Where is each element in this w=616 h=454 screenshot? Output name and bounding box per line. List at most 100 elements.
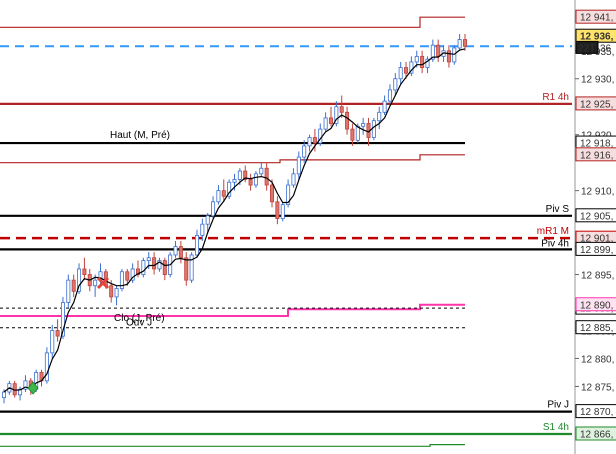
candle-body-15 [82, 268, 87, 275]
candle-body-41 [221, 190, 226, 197]
tick-label-8: 12 875, [581, 382, 614, 393]
candle-body-83 [446, 50, 451, 63]
level-price-badge-6-bg [575, 320, 616, 335]
band-price-badge-2-bg [575, 297, 616, 312]
level-price-badge-2-text: 12 905, [580, 211, 613, 222]
candle-body-44 [237, 170, 242, 180]
candle-body-56 [302, 145, 307, 158]
candle-body-33 [178, 246, 183, 259]
band-price-badge-2-text: 12 890, [580, 300, 613, 311]
candle-body-62 [334, 106, 339, 124]
level-price-badge-7-bg [575, 404, 616, 419]
candle-body-38 [205, 215, 210, 225]
level-name-2: Piv S [546, 204, 570, 215]
band-line-1 [0, 154, 465, 164]
level-price-badge-8-bg [575, 426, 616, 441]
candle-body-32 [173, 246, 178, 256]
candle-body-29 [157, 260, 162, 270]
candle-body-42 [227, 181, 232, 197]
level-name-7: Piv J [547, 400, 569, 411]
candle-body-77 [414, 55, 419, 63]
level-lines-layer [0, 45, 572, 436]
level-price-badge-0-text: 12 925, [580, 99, 613, 110]
band-price-badge-1-text: 12 916, [580, 150, 613, 161]
level-price-badge-1-text: 12 918, [580, 139, 613, 150]
candle-body-61 [328, 117, 333, 124]
candle-body-0 [2, 391, 7, 399]
level-name-5: Clo (J, Pré) [114, 313, 165, 324]
candle-body-47 [253, 173, 258, 186]
candle-body-21 [114, 288, 119, 298]
last-price-badge-text: 12 936, [580, 32, 614, 43]
level-price-badge-4-text: 12 899, [580, 245, 613, 256]
candle-body-23 [125, 271, 130, 281]
price-axis: 12 935,12 930,12 920,12 910,12 900,12 89… [574, 0, 616, 454]
candle-body-52 [280, 204, 285, 220]
candle-body-37 [200, 223, 205, 236]
level-price-badge-2-bg [575, 208, 616, 223]
candle-body-86 [462, 39, 467, 47]
candle-body-57 [307, 137, 312, 147]
candle-body-64 [345, 111, 350, 130]
candle-body-79 [425, 58, 430, 68]
candle-body-26 [141, 260, 146, 275]
timer-badge-text: 22T [578, 43, 595, 54]
band-lines-layer [0, 16, 465, 447]
candle-body-25 [136, 268, 141, 275]
candle-body-4 [23, 380, 28, 390]
candle-body-35 [189, 254, 194, 281]
candle-body-80 [430, 44, 435, 60]
band-price-badge-0-bg [575, 9, 616, 24]
candle-body-55 [296, 156, 301, 175]
band-price-badge-0-text: 12 941, [580, 13, 613, 24]
buy-marker-icon [27, 381, 39, 395]
candle-body-11 [60, 302, 65, 337]
candle-body-10 [55, 330, 60, 337]
level-name-3: mR1 M [537, 226, 569, 237]
level-price-badge-8-text: 12 866, [580, 430, 613, 441]
candle-body-63 [339, 106, 344, 113]
level-name-0: R1 4h [542, 92, 569, 103]
candle-body-14 [77, 268, 82, 292]
candles-layer [2, 33, 467, 404]
level-price-badge-6-text: 12 885, [580, 323, 613, 334]
candle-body-85 [457, 39, 462, 49]
band-line-0 [0, 16, 465, 28]
candle-body-78 [420, 55, 425, 68]
candle-body-51 [275, 201, 280, 220]
candle-body-46 [248, 179, 253, 186]
band-price-badge-1-bg [575, 147, 616, 162]
candle-body-20 [109, 285, 114, 298]
candle-body-8 [44, 352, 49, 382]
candle-body-81 [436, 44, 441, 57]
candle-body-39 [211, 201, 216, 217]
candle-body-54 [291, 173, 296, 186]
candle-body-73 [393, 78, 398, 91]
candle-body-75 [404, 67, 409, 74]
timer-suffix-text: 36 [600, 43, 612, 54]
candle-body-36 [194, 234, 199, 256]
tick-label-3: 12 910, [581, 187, 614, 198]
level-price-badge-4-bg [575, 241, 616, 256]
level-name-4: Piv 4h [541, 238, 569, 249]
candle-body-43 [232, 179, 237, 183]
candle-body-66 [355, 125, 360, 141]
candle-body-27 [146, 257, 151, 261]
level-name-8: S1 4h [543, 422, 569, 433]
level-price-badge-3-text: 12 901, [580, 234, 613, 245]
band-line-3 [0, 444, 465, 447]
tick-label-1: 12 930, [581, 75, 614, 86]
candle-body-69 [371, 120, 376, 138]
level-name-6: Ouv J [126, 318, 152, 329]
level-price-badge-0-bg [575, 96, 616, 111]
candle-body-24 [130, 268, 135, 281]
moving-average-layer [3, 48, 466, 393]
candle-body-84 [452, 47, 457, 63]
candle-body-48 [259, 167, 264, 175]
sell-marker-icon-stroke [96, 276, 110, 290]
candle-body-17 [93, 279, 98, 287]
candle-body-13 [71, 279, 76, 292]
candle-body-28 [152, 257, 157, 270]
candle-body-58 [312, 137, 317, 144]
